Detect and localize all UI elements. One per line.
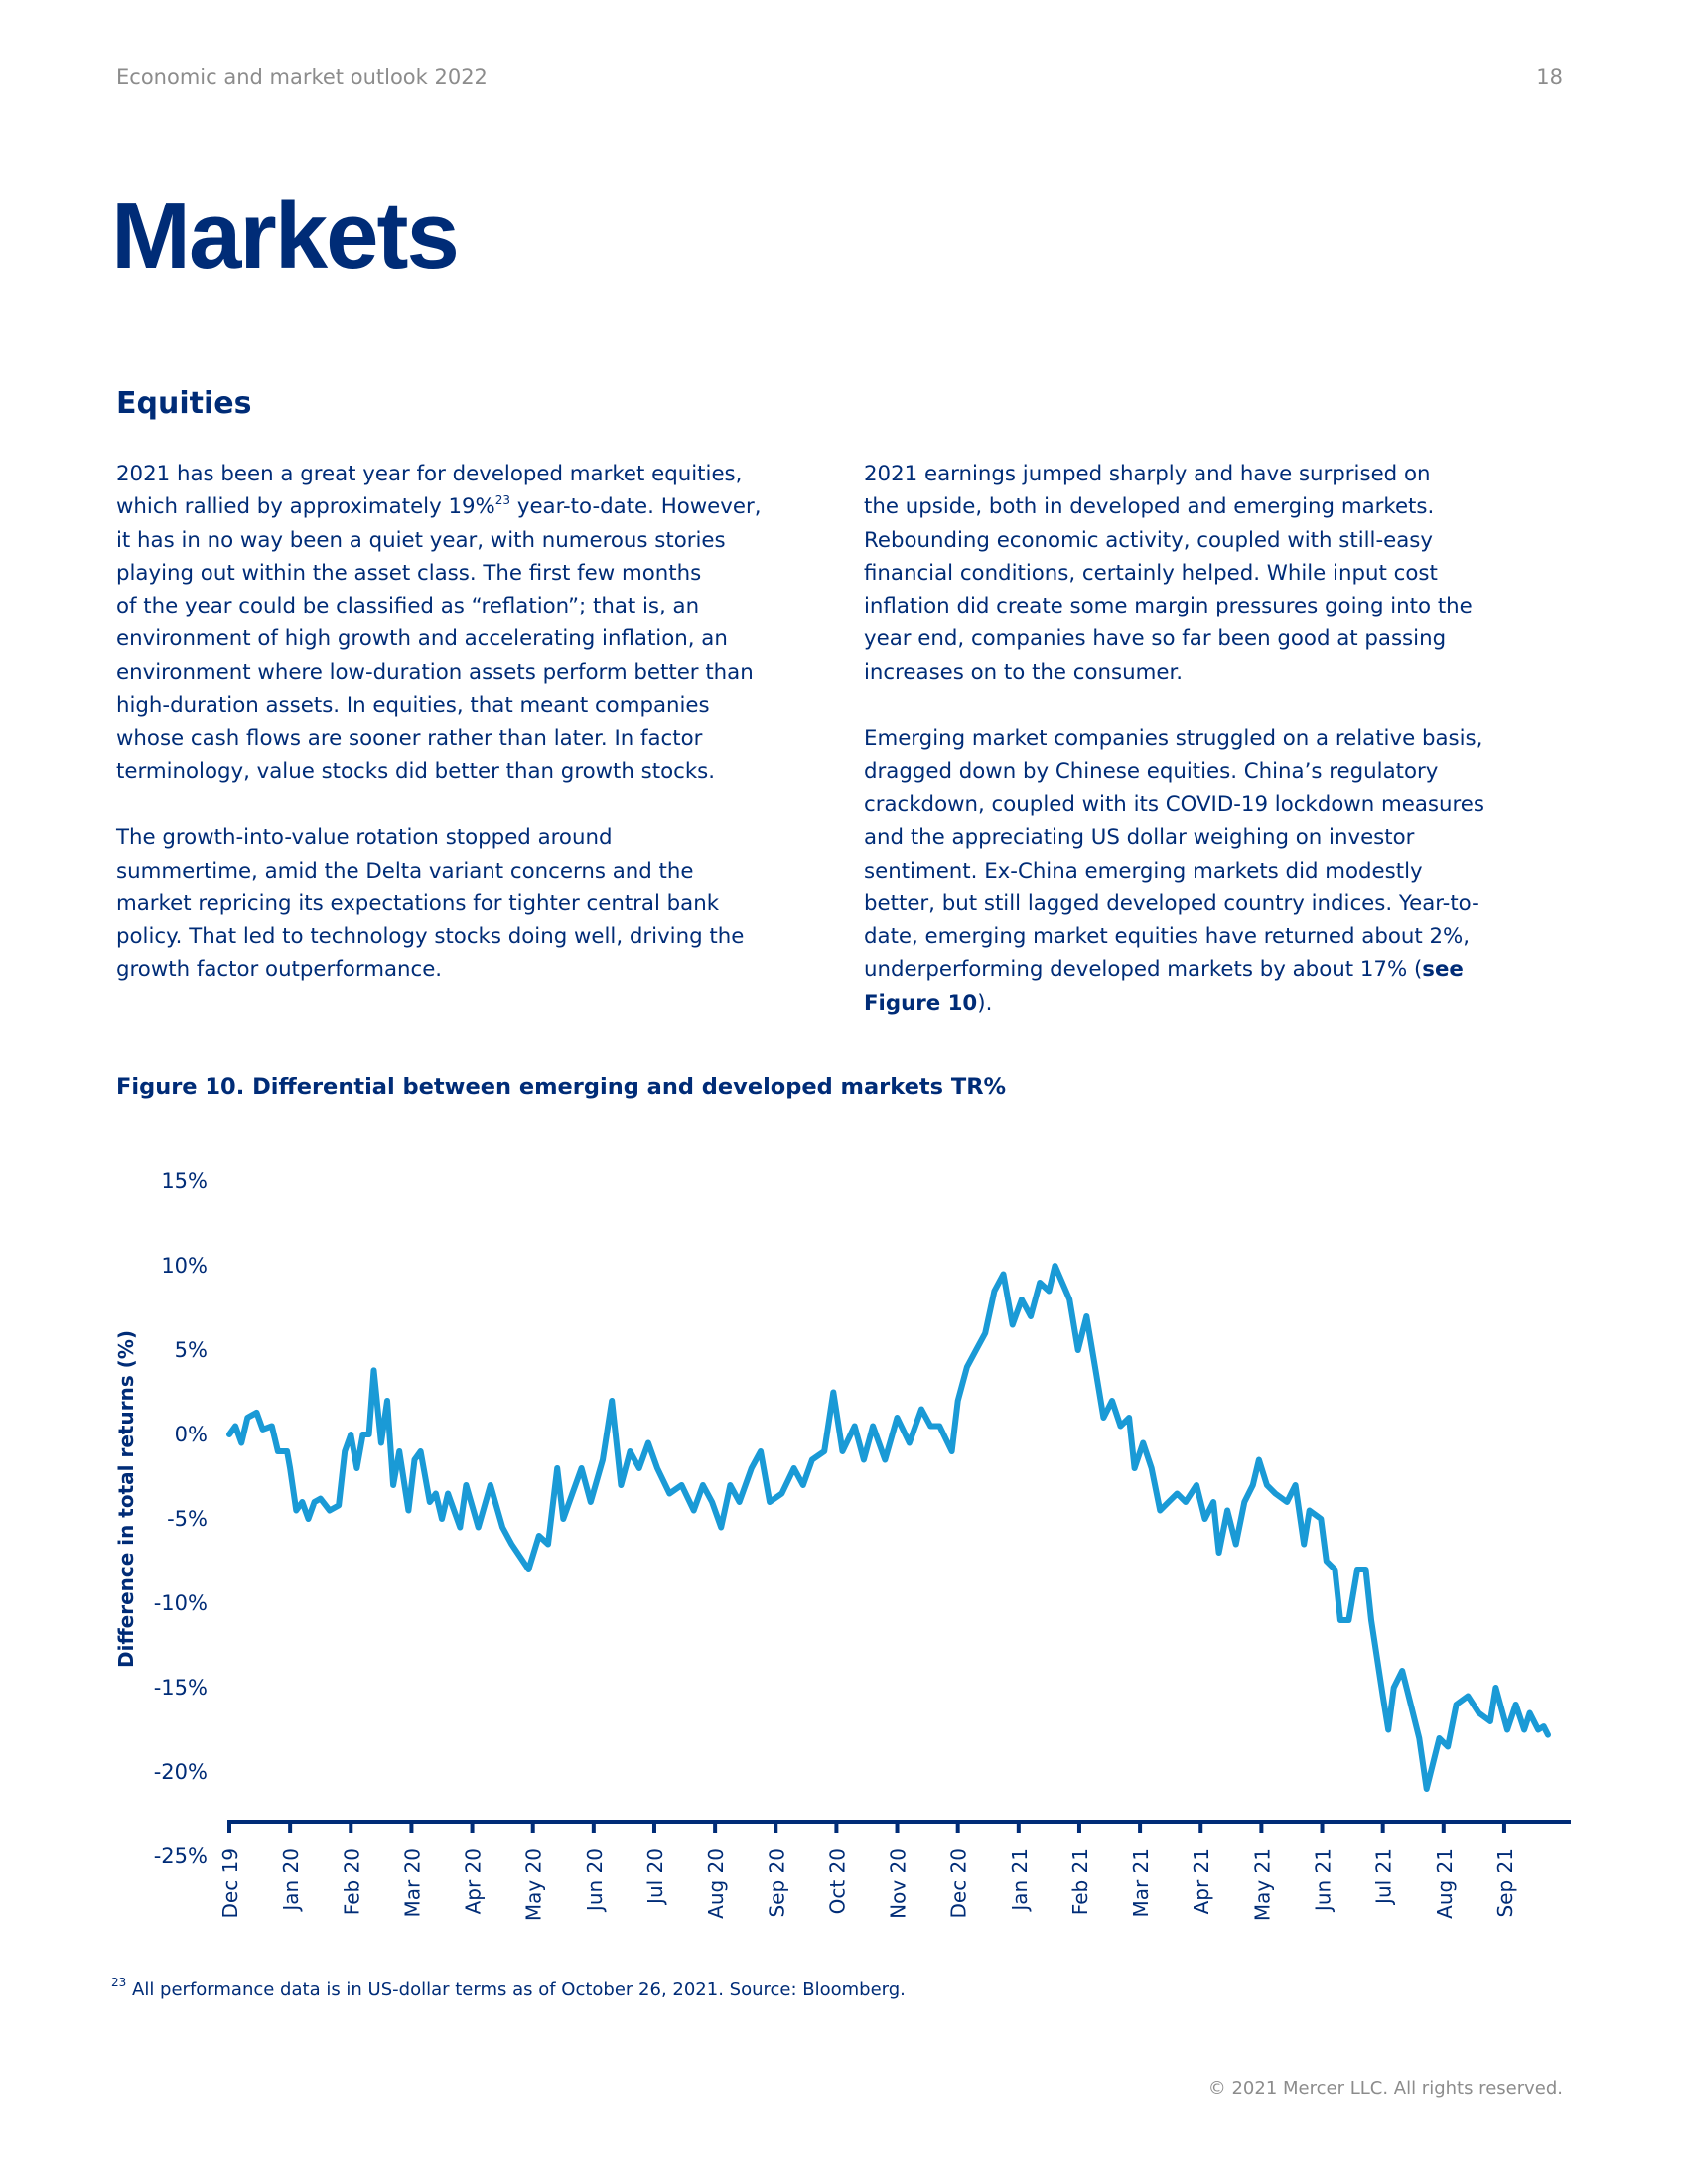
text-line: Figure 10). <box>864 990 993 1016</box>
footnote: 23 All performance data is in US-dollar … <box>111 1976 906 2000</box>
text-line: of the year could be classified as “refl… <box>116 594 700 619</box>
y-tick-label: 10% <box>161 1254 208 1278</box>
x-tick-label: Feb 21 <box>1068 1848 1092 1915</box>
x-tick-label: Jan 20 <box>279 1848 303 1913</box>
left-column-text: 2021 has been a great year for developed… <box>116 458 762 1020</box>
text-line: growth factor outperformance. <box>116 957 443 983</box>
x-tick-label: Dec 20 <box>947 1848 971 1919</box>
x-tick-label: Sep 20 <box>765 1848 788 1918</box>
y-tick-label: -25% <box>154 1844 208 1868</box>
x-tick-label: Aug 20 <box>704 1848 728 1919</box>
text-line: The growth-into-value rotation stopped a… <box>116 825 613 851</box>
x-tick-label: Aug 21 <box>1433 1848 1457 1919</box>
text-line: 2021 earnings jumped sharply and have su… <box>864 462 1431 486</box>
text-line: underperforming developed markets by abo… <box>864 957 1464 983</box>
x-tick-label: Apr 20 <box>462 1848 486 1914</box>
y-tick-label: -5% <box>167 1507 208 1531</box>
figure-caption: Figure 10. Differential between emerging… <box>116 1074 1007 1100</box>
y-tick-label: 0% <box>175 1423 208 1446</box>
text-line: financial conditions, certainly helped. … <box>864 560 1438 586</box>
text-line: and the appreciating US dollar weighing … <box>864 825 1415 851</box>
right-column-text: 2021 earnings jumped sharply and have su… <box>864 458 1484 1052</box>
x-tick-label: Mar 21 <box>1129 1848 1153 1918</box>
x-tick-label: May 20 <box>522 1848 546 1921</box>
y-tick-label: -10% <box>154 1591 208 1615</box>
text-line: increases on to the consumer. <box>864 659 1184 685</box>
paragraph: 2021 has been a great year for developed… <box>116 458 762 788</box>
paragraph: Emerging market companies struggled on a… <box>864 722 1484 1020</box>
x-tick-label: Sep 21 <box>1493 1848 1517 1918</box>
x-tick-label: Oct 20 <box>825 1848 849 1914</box>
footnote-ref: 23 <box>494 493 511 508</box>
x-tick-label: Mar 20 <box>400 1848 424 1918</box>
figure-reference: see <box>1422 957 1464 983</box>
text-line: it has in no way been a quiet year, with… <box>116 527 726 553</box>
section-heading: Equities <box>116 386 252 421</box>
y-axis-title: Difference in total returns (%) <box>114 1330 138 1668</box>
x-tick-label: May 21 <box>1250 1848 1274 1921</box>
x-tick-label: Jul 20 <box>643 1848 667 1906</box>
text-line: crackdown, coupled with its COVID-19 loc… <box>864 791 1484 817</box>
x-tick-label: Jul 21 <box>1372 1848 1396 1906</box>
text-line: inflation did create some margin pressur… <box>864 594 1473 619</box>
text-line: environment of high growth and accelerat… <box>116 626 728 652</box>
copyright: © 2021 Mercer LLC. All rights reserved. <box>1207 2078 1563 2099</box>
text-line: date, emerging market equities have retu… <box>864 924 1471 950</box>
x-tick-label: Jan 21 <box>1008 1848 1032 1913</box>
x-tick-label: Jun 20 <box>583 1848 607 1913</box>
text-line: Emerging market companies struggled on a… <box>864 726 1483 751</box>
text-line: market repricing its expectations for ti… <box>116 890 720 916</box>
running-header-title: Economic and market outlook 2022 <box>116 66 488 89</box>
y-tick-label: -20% <box>154 1760 208 1784</box>
x-tick-label: Feb 20 <box>340 1848 363 1915</box>
page-number: 18 <box>1536 66 1563 89</box>
x-tick-label: Dec 19 <box>218 1848 242 1919</box>
text-line: the upside, both in developed and emergi… <box>864 494 1435 520</box>
line-chart: 15% 10% 5% 0% -5% -10% -15% -20% -25% Difference … <box>114 1169 1571 1921</box>
y-tick-label: 5% <box>175 1338 208 1362</box>
text-line: sentiment. Ex-China emerging markets did… <box>864 858 1423 884</box>
x-tick-label: Apr 21 <box>1190 1848 1213 1914</box>
text-line: policy. That led to technology stocks do… <box>116 924 745 950</box>
text-line: whose cash flows are sooner rather than … <box>116 726 703 751</box>
x-tick-label: Nov 20 <box>887 1848 911 1919</box>
series-line <box>226 1263 1551 1792</box>
x-tick-label: Jun 21 <box>1312 1848 1336 1913</box>
paragraph: 2021 earnings jumped sharply and have su… <box>864 458 1484 689</box>
page-title: Markets <box>111 183 460 289</box>
figure-reference: Figure 10 <box>864 990 978 1016</box>
text-line: which rallied by approximately 19%23 yea… <box>116 493 762 520</box>
text-line: year end, companies have so far been goo… <box>864 626 1447 652</box>
footnote-text: All performance data is in US-dollar ter… <box>132 1979 906 2000</box>
text-line: dragged down by Chinese equities. China’… <box>864 758 1439 784</box>
text-line: terminology, value stocks did better tha… <box>116 758 716 784</box>
text-line: Rebounding economic activity, coupled wi… <box>864 527 1434 553</box>
text-line: 2021 has been a great year for developed… <box>116 462 743 486</box>
text-line: environment where low-duration assets pe… <box>116 659 754 685</box>
text-line: summertime, amid the Delta variant conce… <box>116 858 694 884</box>
paragraph: The growth-into-value rotation stopped a… <box>116 821 762 986</box>
footnote-marker: 23 <box>111 1976 127 1989</box>
text-line: playing out within the asset class. The … <box>116 560 702 586</box>
y-tick-label: -15% <box>154 1676 208 1700</box>
text-line: high-duration assets. In equities, that … <box>116 693 710 719</box>
y-tick-label: 15% <box>161 1169 208 1193</box>
text-line: better, but still lagged developed count… <box>864 890 1479 916</box>
